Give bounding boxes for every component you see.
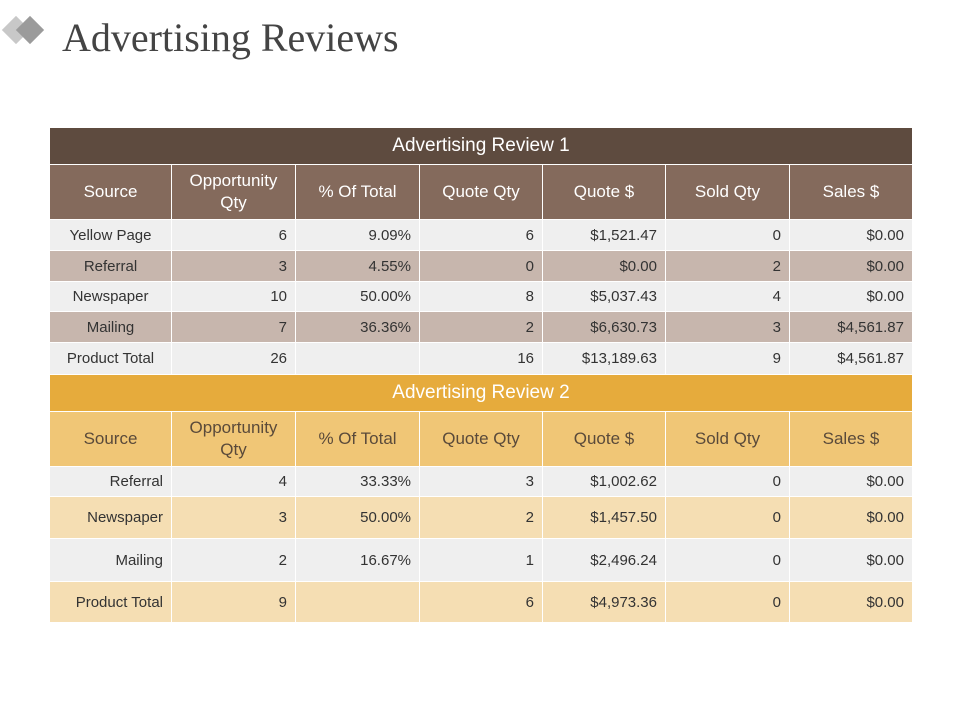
column-header: Opportunity Qty [172, 165, 296, 220]
table-cell: $4,561.87 [790, 312, 913, 343]
column-header: Sold Qty [666, 165, 790, 220]
table-cell: $4,561.87 [790, 343, 913, 375]
table-cell: 50.00% [296, 497, 420, 539]
title: Advertising Reviews [62, 15, 399, 60]
table-cell: $1,457.50 [543, 497, 666, 539]
column-header: Quote $ [543, 412, 666, 467]
table-cell: 2 [666, 251, 790, 282]
table-cell: 1 [420, 539, 543, 582]
column-header: Sales $ [790, 165, 913, 220]
table-cell: $2,496.24 [543, 539, 666, 582]
row-label: Product Total [50, 582, 172, 623]
row-label: Yellow Page [50, 220, 172, 251]
row-label: Referral [50, 467, 172, 497]
table-cell: 6 [420, 582, 543, 623]
table-cell: 3 [172, 497, 296, 539]
table-cell: 10 [172, 282, 296, 312]
row-label: Mailing [50, 539, 172, 582]
column-header: Sold Qty [666, 412, 790, 467]
table-cell: 2 [420, 312, 543, 343]
table-cell: $0.00 [790, 220, 913, 251]
column-header: Source [50, 165, 172, 220]
column-header: Quote Qty [420, 412, 543, 467]
table-cell: 3 [420, 467, 543, 497]
table-cell: $1,521.47 [543, 220, 666, 251]
table-cell: 26 [172, 343, 296, 375]
table-cell: $0.00 [790, 497, 913, 539]
table-cell: 0 [666, 220, 790, 251]
table-cell: 4.55% [296, 251, 420, 282]
table-cell: 9 [172, 582, 296, 623]
table-cell: 50.00% [296, 282, 420, 312]
table-cell: $0.00 [790, 251, 913, 282]
table-cell: $0.00 [790, 282, 913, 312]
column-header: Opportunity Qty [172, 412, 296, 467]
table-cell: 0 [420, 251, 543, 282]
table-cell: $4,973.36 [543, 582, 666, 623]
table-cell: 3 [666, 312, 790, 343]
table-cell: 2 [172, 539, 296, 582]
row-label: Referral [50, 251, 172, 282]
row-label: Newspaper [50, 282, 172, 312]
column-header: % Of Total [296, 412, 420, 467]
table-cell: 0 [666, 467, 790, 497]
table-cell: $0.00 [790, 582, 913, 623]
row-label: Product Total [50, 343, 172, 375]
table-cell: 33.33% [296, 467, 420, 497]
row-label: Newspaper [50, 497, 172, 539]
table-cell: $5,037.43 [543, 282, 666, 312]
table-cell: 36.36% [296, 312, 420, 343]
table-cell [296, 582, 420, 623]
table-cell: 4 [666, 282, 790, 312]
column-header: Quote $ [543, 165, 666, 220]
column-header: % Of Total [296, 165, 420, 220]
table-cell: 4 [172, 467, 296, 497]
table-title: Advertising Review 2 [50, 375, 913, 412]
table-cell: 0 [666, 497, 790, 539]
table-cell: $0.00 [790, 467, 913, 497]
table-cell: $1,002.62 [543, 467, 666, 497]
table-cell: 0 [666, 539, 790, 582]
table-cell: 0 [666, 582, 790, 623]
table-cell: 8 [420, 282, 543, 312]
table-cell: 16.67% [296, 539, 420, 582]
table-cell: 16 [420, 343, 543, 375]
table-cell: 6 [420, 220, 543, 251]
table-cell: $0.00 [543, 251, 666, 282]
table-cell [296, 343, 420, 375]
table-cell: 7 [172, 312, 296, 343]
table-cell: 9.09% [296, 220, 420, 251]
table-cell: $0.00 [790, 539, 913, 582]
logo [1, 15, 45, 45]
column-header: Quote Qty [420, 165, 543, 220]
table-cell: $13,189.63 [543, 343, 666, 375]
row-label: Mailing [50, 312, 172, 343]
column-header: Sales $ [790, 412, 913, 467]
table-cell: $6,630.73 [543, 312, 666, 343]
table-title: Advertising Review 1 [50, 128, 913, 165]
table-cell: 3 [172, 251, 296, 282]
column-header: Source [50, 412, 172, 467]
table-cell: 9 [666, 343, 790, 375]
table-cell: 2 [420, 497, 543, 539]
table-cell: 6 [172, 220, 296, 251]
